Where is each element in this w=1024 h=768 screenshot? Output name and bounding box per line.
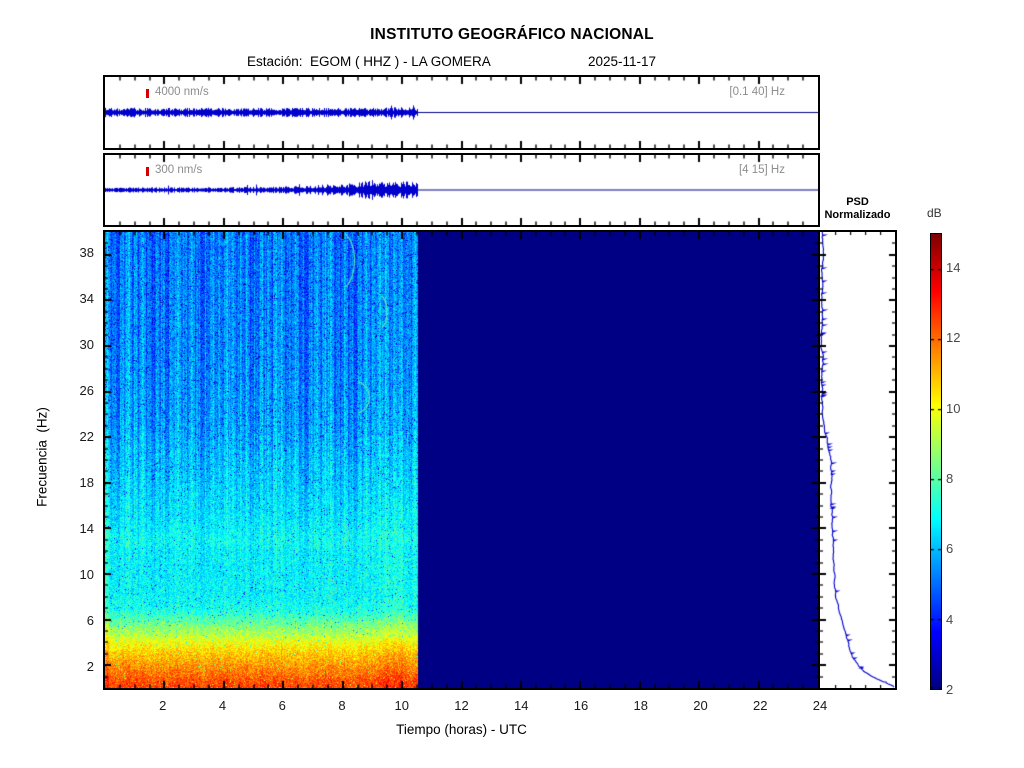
y-tick-label: 14 <box>70 521 94 536</box>
x-tick-label: 10 <box>390 698 414 713</box>
y-tick-label: 34 <box>70 291 94 306</box>
page-title: INSTITUTO GEOGRÁFICO NACIONAL <box>0 26 1024 44</box>
scale-marker-icon <box>146 89 149 98</box>
colorbar-unit-label: dB <box>927 206 942 220</box>
scale-marker-icon <box>146 167 149 176</box>
psd-title-line2: Normalizado <box>810 209 905 222</box>
filter-band-label: [0.1 40] Hz <box>729 86 785 98</box>
seismogram-panel-broadband: 4000 nm/s [0.1 40] Hz <box>103 75 820 150</box>
psd-panel <box>818 230 897 690</box>
spectrogram-report: INSTITUTO GEOGRÁFICO NACIONAL Estación: … <box>0 0 1024 768</box>
x-tick-label: 6 <box>270 698 294 713</box>
seismogram-broadband-canvas <box>105 77 818 148</box>
spectrogram-panel <box>103 230 820 690</box>
colorbar-tick-label: 2 <box>946 682 968 697</box>
y-tick-label: 22 <box>70 429 94 444</box>
seismogram-filtered-canvas <box>105 155 818 225</box>
colorbar-tick-label: 10 <box>946 401 968 416</box>
x-tick-label: 12 <box>450 698 474 713</box>
y-tick-label: 30 <box>70 337 94 352</box>
station-subtitle: Estación: EGOM ( HHZ ) - LA GOMERA <box>247 54 491 69</box>
colorbar-canvas <box>931 234 941 689</box>
x-tick-label: 2 <box>151 698 175 713</box>
y-tick-label: 18 <box>70 475 94 490</box>
colorbar <box>930 233 942 690</box>
y-tick-label: 26 <box>70 383 94 398</box>
psd-title-line1: PSD <box>810 196 905 209</box>
x-tick-label: 16 <box>569 698 593 713</box>
date-label: 2025-11-17 <box>588 54 656 69</box>
seismogram-panel-filtered: 300 nm/s [4 15] Hz <box>103 153 820 227</box>
x-tick-label: 24 <box>808 698 832 713</box>
y-tick-label: 6 <box>70 613 94 628</box>
y-tick-label: 2 <box>70 659 94 674</box>
x-tick-label: 22 <box>748 698 772 713</box>
x-tick-label: 20 <box>689 698 713 713</box>
y-tick-label: 10 <box>70 567 94 582</box>
x-tick-label: 14 <box>509 698 533 713</box>
scale-label: 4000 nm/s <box>155 86 209 98</box>
colorbar-tick-label: 4 <box>946 612 968 627</box>
spectrogram-canvas <box>105 232 818 688</box>
colorbar-tick-label: 8 <box>946 471 968 486</box>
colorbar-tick-label: 6 <box>946 541 968 556</box>
y-tick-label: 38 <box>70 245 94 260</box>
x-tick-label: 8 <box>330 698 354 713</box>
x-tick-label: 4 <box>211 698 235 713</box>
filter-band-label: [4 15] Hz <box>739 164 785 176</box>
x-axis-label: Tiempo (horas) - UTC <box>103 722 820 737</box>
psd-curve-canvas <box>820 232 895 688</box>
y-axis-label: Frecuencia (Hz) <box>35 407 50 507</box>
x-tick-label: 18 <box>629 698 653 713</box>
scale-label: 300 nm/s <box>155 164 202 176</box>
psd-panel-title: PSD Normalizado <box>810 196 905 222</box>
colorbar-tick-label: 12 <box>946 330 968 345</box>
colorbar-tick-label: 14 <box>946 260 968 275</box>
